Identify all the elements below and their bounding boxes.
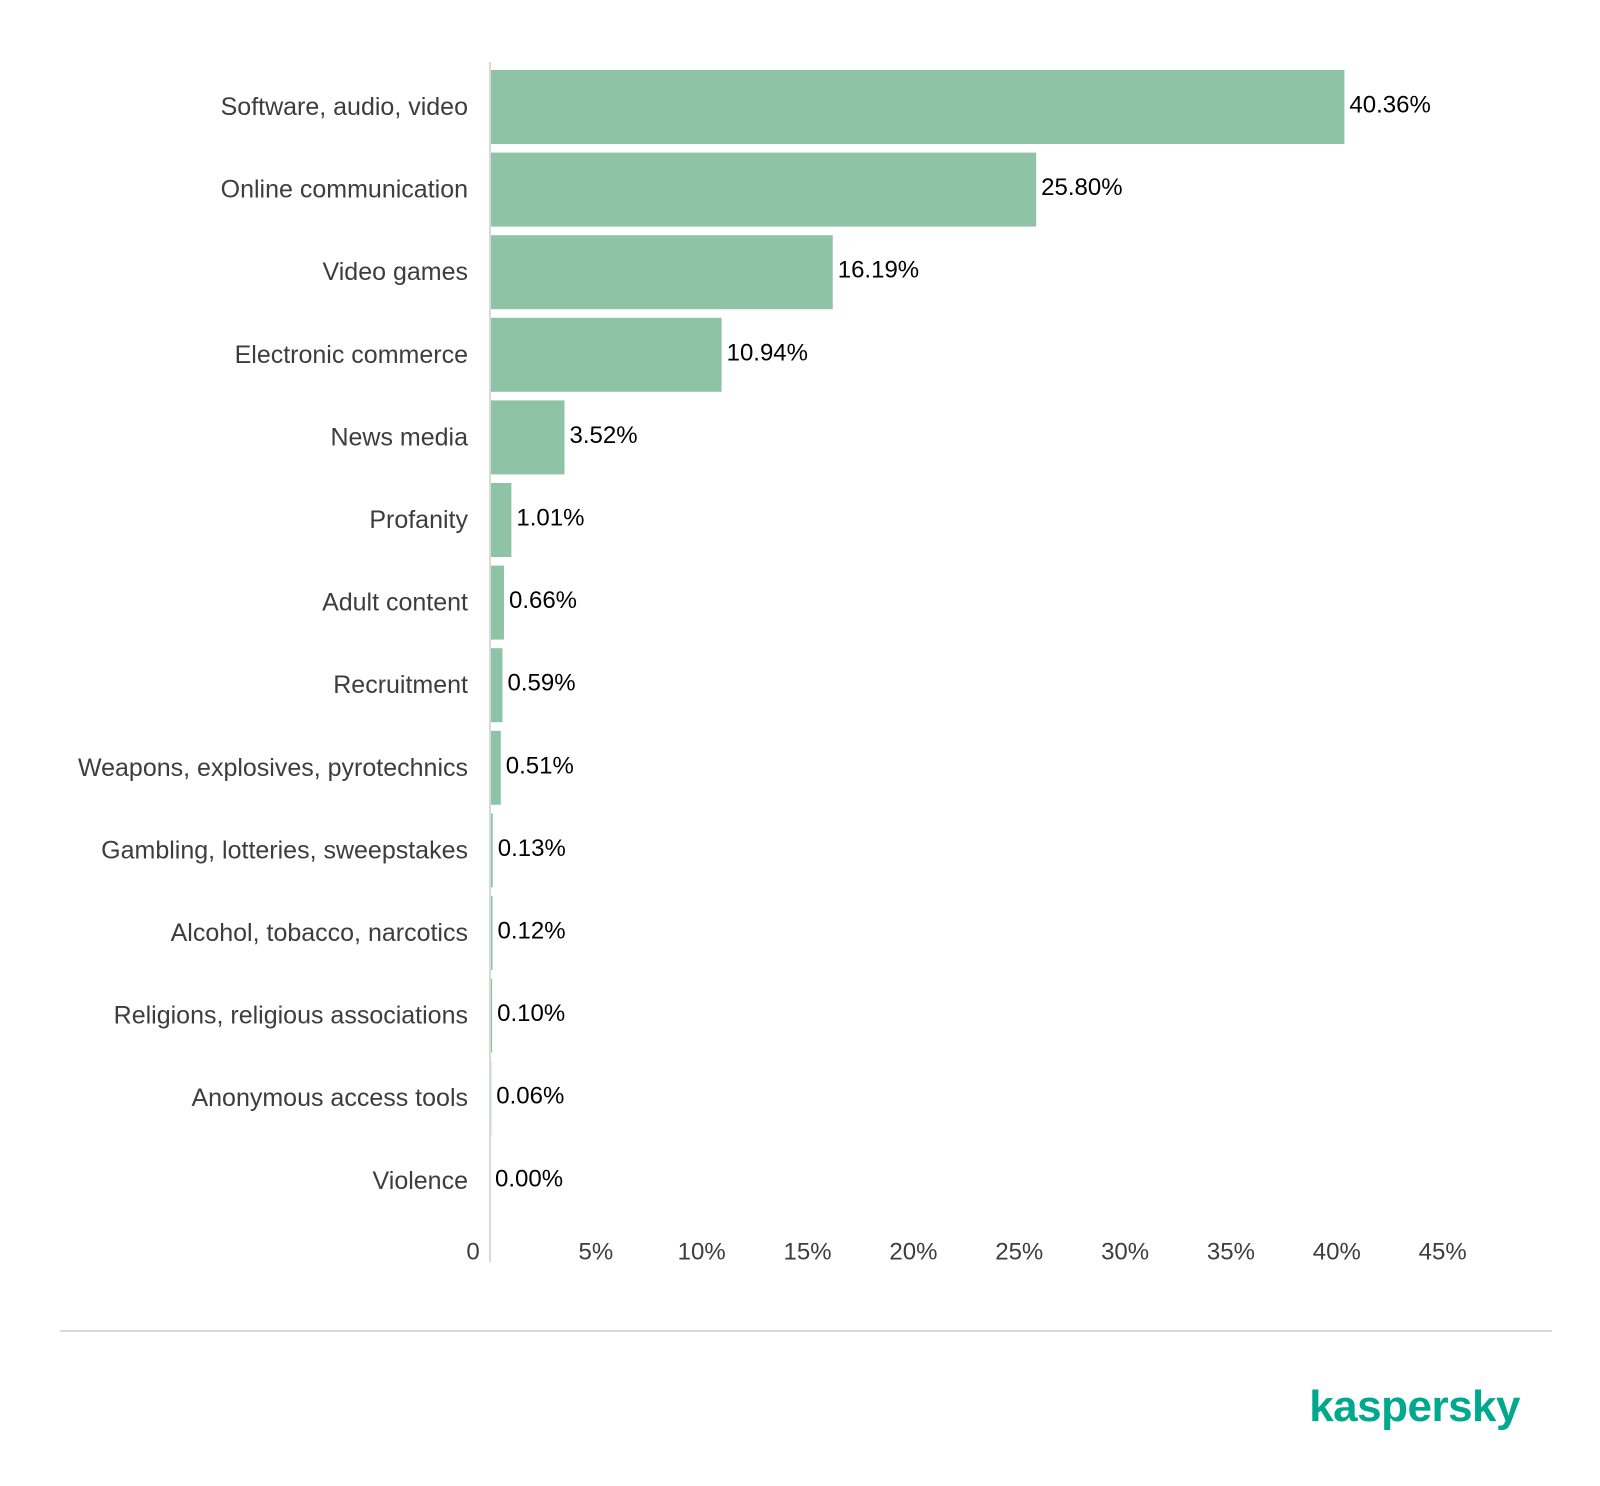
category-label-online-communication: Online communication	[221, 176, 468, 204]
category-label-adult-content: Adult content	[322, 589, 468, 617]
category-label-violence: Violence	[373, 1167, 468, 1195]
x-tick-label-40: 40%	[1313, 1239, 1361, 1266]
value-labels: 40.36% 25.80% 16.19% 10.94% 3.52% 1.01% 0.66% 0…	[495, 92, 1431, 1193]
x-tick-label-20: 20%	[889, 1239, 937, 1266]
value-label-gambling-lotteries-sweepstakes: 0.13%	[498, 835, 566, 862]
category-label-anonymous-access-tools: Anonymous access tools	[191, 1084, 468, 1112]
category-label-alcohol-tobacco-narcotics: Alcohol, tobacco, narcotics	[171, 919, 468, 947]
category-label-software-audio-video: Software, audio, video	[221, 93, 468, 121]
category-label-weapons-explosives-pyrotechnics: Weapons, explosives, pyrotechnics	[78, 754, 468, 782]
x-tick-label-10: 10%	[678, 1239, 726, 1266]
bar-religions-religious-associations	[490, 978, 493, 1053]
bar-chart: Software, audio, video Online communicati…	[78, 62, 1467, 1266]
value-label-online-communication: 25.80%	[1041, 174, 1122, 201]
value-label-religions-religious-associations: 0.10%	[497, 1000, 565, 1027]
x-tick-label-35: 35%	[1207, 1239, 1255, 1266]
bar-adult-content	[490, 565, 504, 640]
x-tick-label-0: 0	[466, 1239, 479, 1266]
value-label-weapons-explosives-pyrotechnics: 0.51%	[506, 752, 574, 779]
value-label-recruitment: 0.59%	[507, 670, 575, 697]
value-label-anonymous-access-tools: 0.06%	[496, 1083, 564, 1110]
category-label-profanity: Profanity	[369, 506, 468, 534]
bar-video-games	[490, 235, 833, 310]
category-label-video-games: Video games	[323, 258, 468, 286]
bar-online-communication	[490, 152, 1037, 227]
kaspersky-logo: kaspersky	[1309, 1382, 1520, 1431]
value-label-news-media: 3.52%	[570, 422, 638, 449]
footer-divider	[60, 1330, 1552, 1332]
category-label-recruitment: Recruitment	[333, 671, 468, 699]
x-tick-label-45: 45%	[1419, 1239, 1467, 1266]
value-label-software-audio-video: 40.36%	[1349, 92, 1430, 119]
bar-news-media	[490, 400, 565, 475]
bar-alcohol-tobacco-narcotics	[490, 896, 493, 970]
category-label-gambling-lotteries-sweepstakes: Gambling, lotteries, sweepstakes	[101, 836, 468, 864]
value-label-violence: 0.00%	[495, 1165, 563, 1192]
x-axis-ticks: 0 5% 10% 15% 20% 25% 30% 35% 40% 45%	[466, 1239, 1466, 1266]
bar-gambling-lotteries-sweepstakes	[490, 813, 493, 888]
bar-recruitment	[490, 648, 503, 723]
category-label-news-media: News media	[330, 423, 468, 451]
x-tick-label-5: 5%	[579, 1239, 614, 1266]
value-label-profanity: 1.01%	[516, 505, 584, 532]
bar-software-audio-video	[490, 70, 1345, 144]
bar-weapons-explosives-pyrotechnics	[490, 730, 501, 805]
value-label-adult-content: 0.66%	[509, 587, 577, 614]
x-tick-label-25: 25%	[995, 1239, 1043, 1266]
bars	[490, 70, 1345, 1136]
value-label-video-games: 16.19%	[838, 257, 919, 284]
value-label-alcohol-tobacco-narcotics: 0.12%	[498, 918, 566, 945]
bar-electronic-commerce	[490, 317, 722, 392]
x-tick-label-30: 30%	[1101, 1239, 1149, 1266]
category-label-religions-religious-associations: Religions, religious associations	[114, 1002, 468, 1030]
x-tick-label-15: 15%	[784, 1239, 832, 1266]
value-label-electronic-commerce: 10.94%	[727, 339, 808, 366]
category-labels: Software, audio, video Online communicati…	[78, 93, 469, 1195]
bar-profanity	[490, 483, 512, 557]
category-label-electronic-commerce: Electronic commerce	[235, 341, 468, 369]
